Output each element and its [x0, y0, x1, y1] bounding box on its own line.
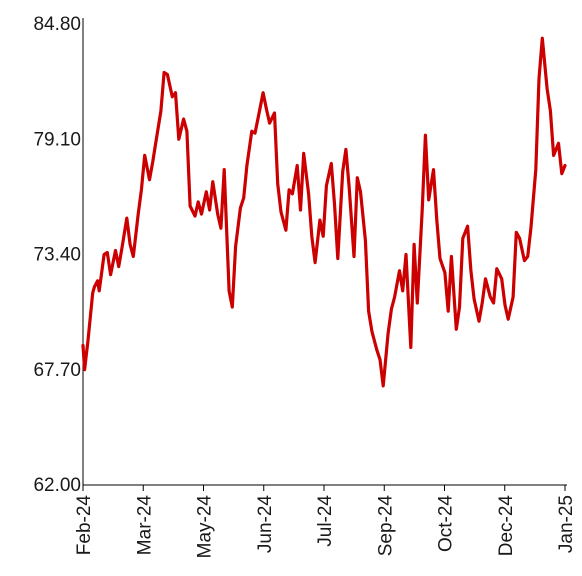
x-tick-label: Feb-24	[74, 495, 95, 556]
x-axis: Feb-24 Mar-24 May-24 Jun-24 Jul-24 Sep-2…	[74, 484, 577, 559]
x-tick-label: Jul-24	[315, 495, 336, 547]
price-series-line	[81, 36, 567, 388]
y-axis: 62.00 67.70 73.40 79.10 84.80	[33, 14, 84, 496]
x-tick-label: Sep-24	[375, 495, 396, 557]
y-tick-label: 67.70	[33, 360, 81, 381]
y-tick-label: 62.00	[33, 475, 81, 496]
x-tick-label: Dec-24	[496, 495, 517, 557]
x-tick-label: Jan-25	[556, 495, 577, 553]
x-tick-label: May-24	[195, 495, 216, 559]
x-tick-marks	[82, 485, 566, 491]
x-tick-label: Jun-24	[255, 495, 276, 554]
x-tick-label: Mar-24	[134, 495, 155, 556]
y-tick-label: 84.80	[33, 14, 81, 35]
y-tick-label: 79.10	[33, 129, 81, 150]
y-tick-label: 73.40	[33, 245, 81, 266]
x-tick-label: Oct-24	[436, 495, 457, 552]
